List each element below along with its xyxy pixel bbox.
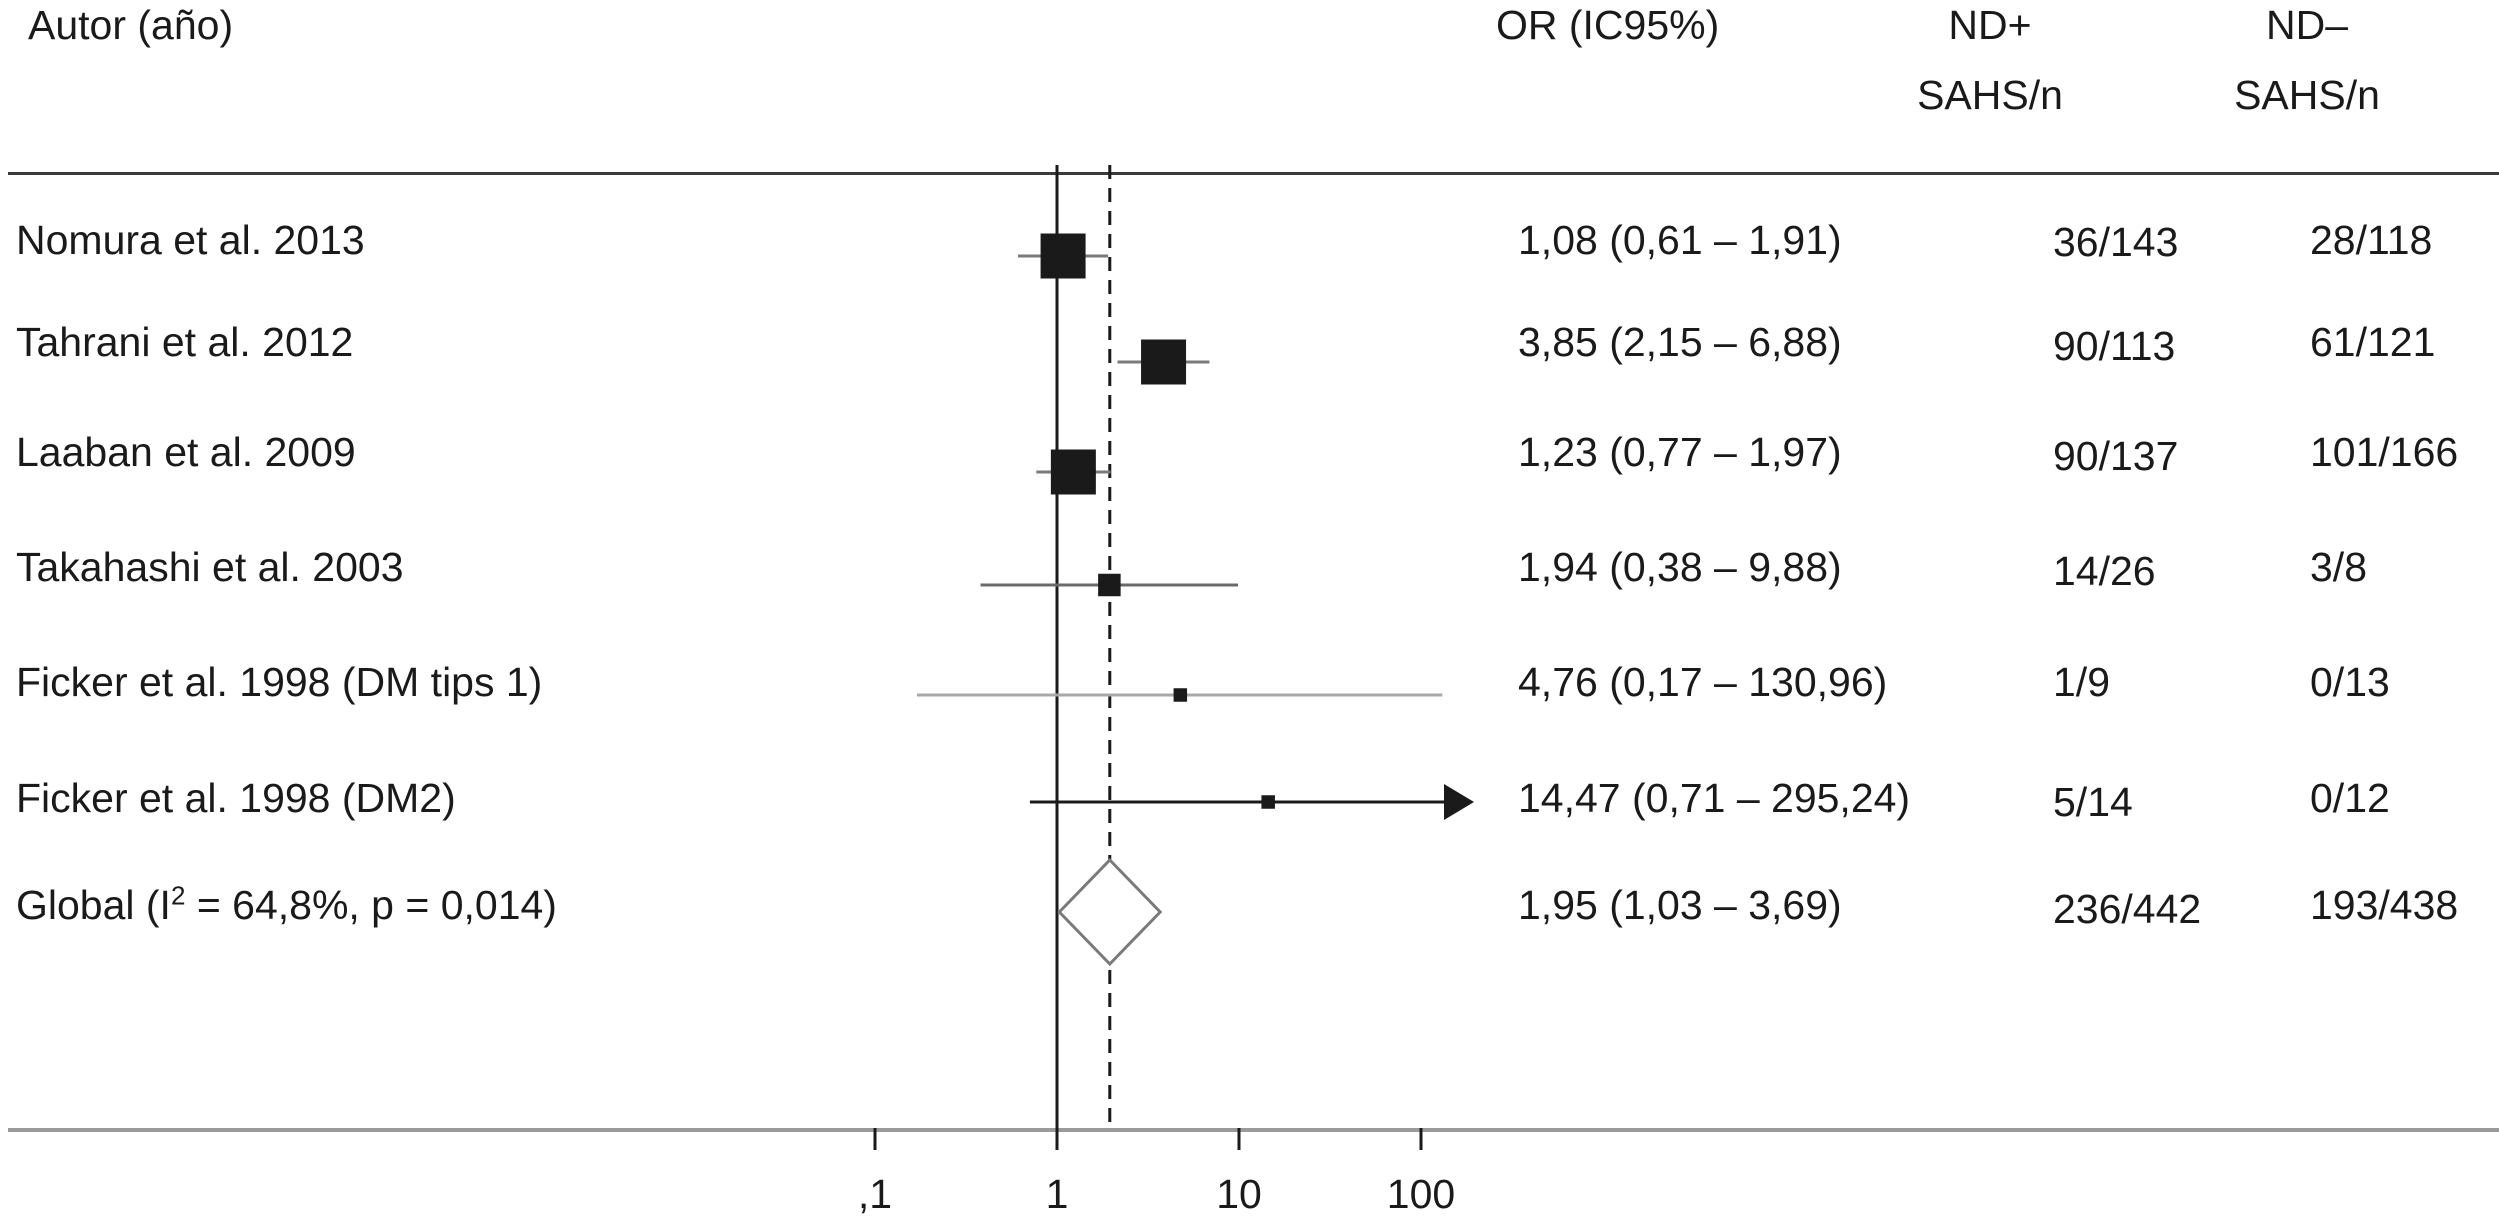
- study-label: Laaban et al. 2009: [16, 429, 356, 475]
- or-value: 14,47 (0,71 – 295,24): [1518, 775, 1911, 821]
- study-label: Tahrani et al. 2012: [16, 319, 354, 365]
- nd-pos-value: 90/137: [2053, 433, 2179, 479]
- nd-neg-value: 3/8: [2310, 544, 2367, 590]
- nd-neg-value: 0/12: [2310, 775, 2390, 821]
- nd-neg-value: 101/166: [2310, 429, 2459, 475]
- header-author: Autor (año): [28, 2, 234, 48]
- or-value: 1,23 (0,77 – 1,97): [1518, 429, 1842, 475]
- nd-pos-value: 14/26: [2053, 548, 2156, 594]
- nd-neg-value: 28/118: [2310, 217, 2433, 263]
- x-tick-label: 1: [1046, 1171, 1069, 1217]
- nd-pos-value: 5/14: [2053, 779, 2133, 825]
- or-value: 1,94 (0,38 – 9,88): [1518, 544, 1842, 590]
- nd-pos-value: 1/9: [2053, 659, 2110, 705]
- overall-nd-neg-value: 193/438: [2310, 882, 2459, 928]
- study-label: Takahashi et al. 2003: [16, 544, 404, 590]
- study-label: Ficker et al. 1998 (DM tips 1): [16, 659, 543, 705]
- overall-diamond: [1057, 857, 1163, 967]
- study-box: [1098, 573, 1121, 597]
- x-tick-label: 10: [1216, 1171, 1262, 1217]
- study-label: Nomura et al. 2013: [16, 217, 365, 263]
- header-nd-neg-line2: SAHS/n: [2234, 72, 2380, 118]
- header-nd-pos: ND+ SAHS/n: [1870, 0, 2110, 120]
- overall-label-suffix: = 64,8%, p = 0,014): [185, 882, 557, 928]
- or-value: 1,08 (0,61 – 1,91): [1518, 217, 1842, 263]
- or-value: 3,85 (2,15 – 6,88): [1518, 319, 1842, 365]
- header-nd-pos-line2: SAHS/n: [1917, 72, 2063, 118]
- header-or: OR (IC95%): [1496, 2, 1720, 48]
- study-box: [1141, 339, 1187, 385]
- x-tick-label: ,1: [858, 1171, 892, 1217]
- study-label: Ficker et al. 1998 (DM2): [16, 775, 456, 821]
- x-tick-label: 100: [1387, 1171, 1455, 1217]
- study-box: [1261, 795, 1275, 809]
- header-rule: [8, 172, 2499, 175]
- study-box: [1050, 449, 1096, 495]
- or-value: 4,76 (0,17 – 130,96): [1518, 659, 1888, 705]
- study-box: [1040, 233, 1086, 279]
- nd-pos-value: 90/113: [2053, 323, 2176, 369]
- nd-neg-value: 0/13: [2310, 659, 2390, 705]
- nd-pos-value: 36/143: [2053, 219, 2179, 265]
- study-box: [1173, 688, 1188, 702]
- bottom-rule: [8, 1128, 2499, 1132]
- ci-arrow: [1444, 784, 1474, 820]
- overall-label-sup: 2: [170, 880, 186, 911]
- overall-label-prefix: Global (I: [16, 882, 171, 928]
- overall-or-value: 1,95 (1,03 – 3,69): [1518, 882, 1842, 928]
- overall-label: Global (I2 = 64,8%, p = 0,014): [16, 880, 557, 930]
- nd-neg-value: 61/121: [2310, 319, 2436, 365]
- header-nd-pos-line1: ND+: [1948, 2, 2032, 48]
- header-nd-neg: ND– SAHS/n: [2187, 0, 2427, 120]
- overall-nd-pos-value: 236/442: [2053, 886, 2202, 932]
- header-nd-neg-line1: ND–: [2265, 2, 2349, 48]
